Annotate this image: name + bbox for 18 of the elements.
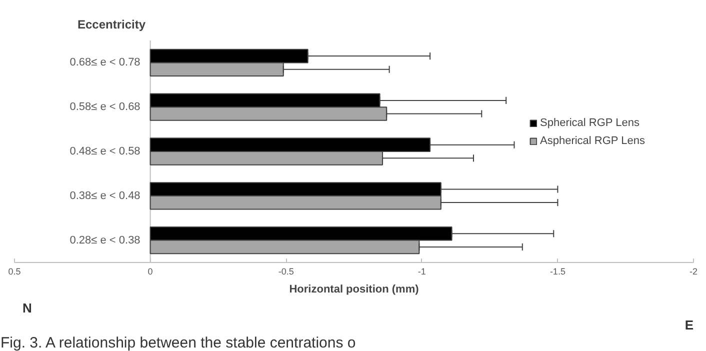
y-tick-label: 0.48≤ e < 0.58: [70, 146, 140, 158]
caption: Fig. 3. A relationship between the stable centrations o: [0, 334, 356, 351]
y-tick-label: 0.28≤ e < 0.38: [70, 234, 140, 246]
y-tick-label: 0.38≤ e < 0.48: [70, 190, 140, 202]
legend-label: Spherical RGP Lens: [540, 117, 640, 129]
y-tick-label: 0.58≤ e < 0.68: [70, 101, 140, 114]
chart-title: Eccentricity: [78, 18, 146, 32]
y-tick-label: 0.68≤ e < 0.78: [70, 56, 140, 69]
legend-label: Aspherical RGP Lens: [540, 135, 645, 147]
x-tick-label: -1: [418, 266, 426, 276]
text: N: [22, 300, 32, 316]
x-tick-label: -1.5: [550, 266, 566, 276]
x-axis-title: Horizontal position (mm): [289, 284, 420, 296]
x-tick-label: -2: [690, 266, 698, 276]
x-tick-label: 0.5: [8, 266, 21, 276]
x-tick-label: 0: [148, 266, 153, 276]
text: E: [684, 318, 694, 332]
x-tick-label: -0.5: [278, 266, 294, 276]
